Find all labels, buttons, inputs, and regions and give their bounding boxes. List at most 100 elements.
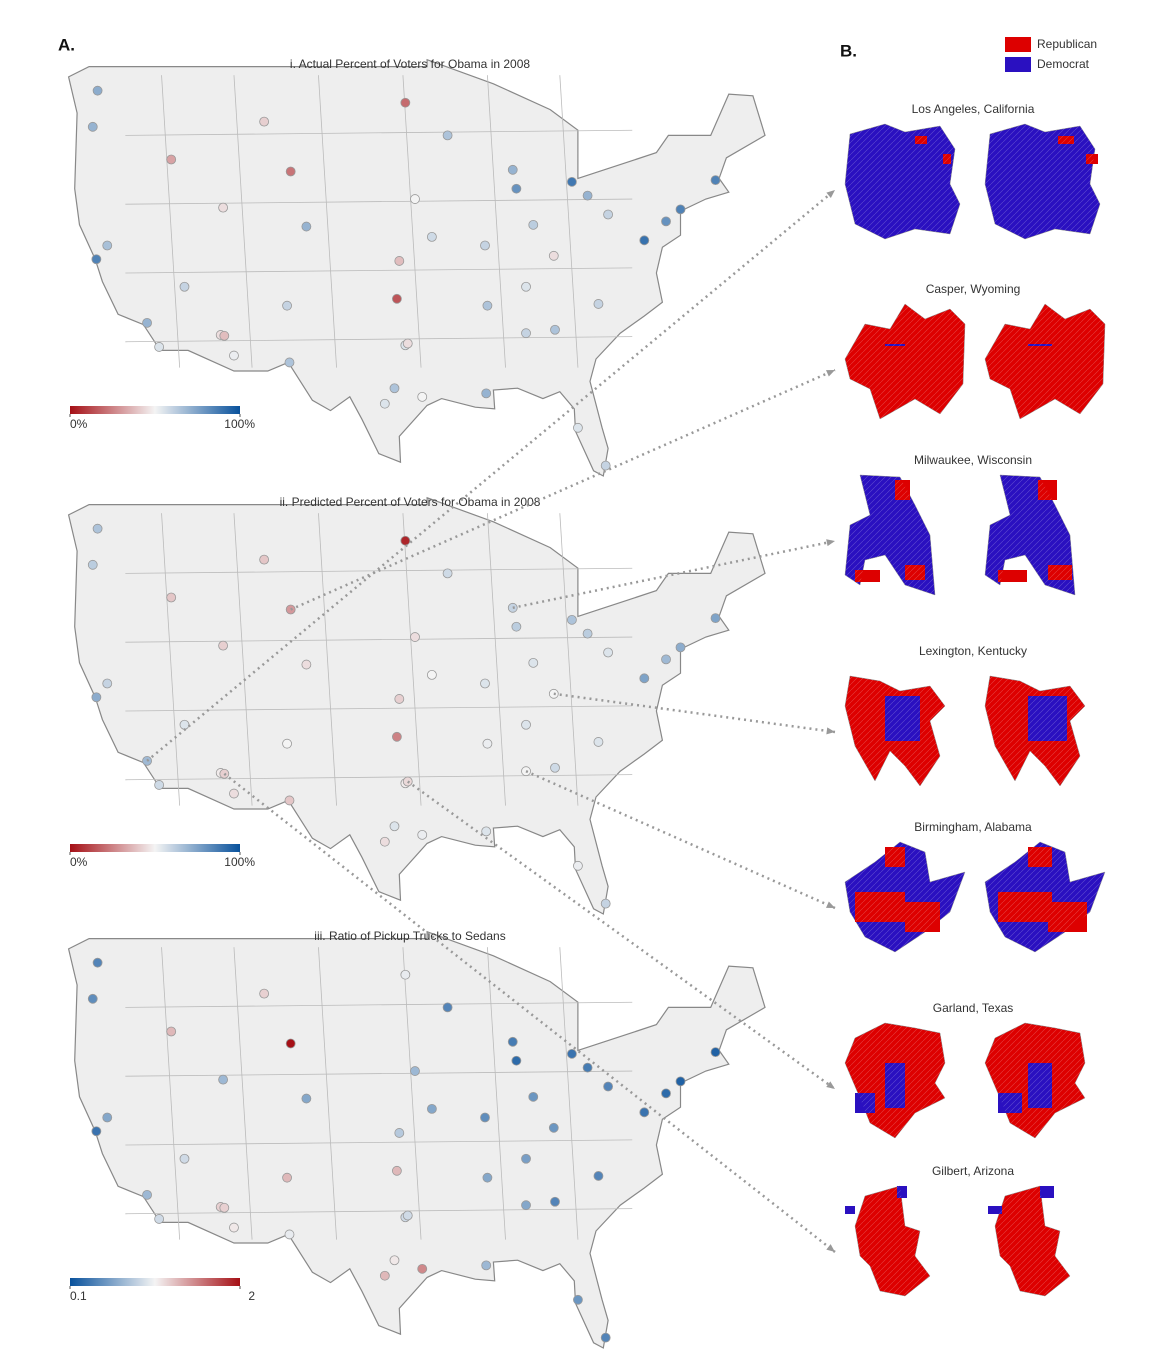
panel-label: A. bbox=[58, 35, 75, 54]
city-dot bbox=[639, 1107, 650, 1118]
precinct-lines bbox=[985, 676, 1085, 786]
precinct-lines bbox=[845, 676, 945, 786]
city-dot bbox=[91, 254, 102, 265]
precinct-lines bbox=[985, 1023, 1085, 1138]
state-border bbox=[125, 636, 633, 643]
city-title: Garland, Texas bbox=[933, 1001, 1014, 1015]
city-dot bbox=[219, 330, 230, 341]
colorbar-label: 0% bbox=[70, 855, 88, 869]
legend-label: Republican bbox=[1037, 37, 1097, 51]
city-dot bbox=[285, 166, 296, 177]
city-title: Los Angeles, California bbox=[912, 102, 1035, 116]
city-dot bbox=[710, 175, 721, 186]
precinct-map bbox=[984, 474, 1076, 596]
city-dot bbox=[566, 614, 577, 625]
city-dot bbox=[92, 957, 103, 968]
city-dot bbox=[603, 1081, 614, 1092]
colorbar-label: 0% bbox=[70, 417, 88, 431]
city-dot bbox=[379, 398, 390, 409]
city-dot bbox=[142, 317, 152, 328]
city-dot bbox=[166, 592, 177, 603]
city-dot bbox=[566, 1048, 577, 1059]
city-dot bbox=[179, 1153, 190, 1164]
colorbar bbox=[70, 1278, 240, 1286]
city-dot bbox=[92, 523, 103, 534]
precinct-map bbox=[844, 841, 966, 953]
city-dot bbox=[391, 1165, 402, 1176]
city-dot bbox=[389, 821, 400, 832]
city-dot bbox=[389, 1255, 400, 1266]
state-border bbox=[487, 513, 506, 806]
precinct-map bbox=[844, 474, 936, 596]
city-dot bbox=[639, 235, 650, 246]
city-title: Milwaukee, Wisconsin bbox=[914, 453, 1032, 467]
city-dot bbox=[593, 1171, 604, 1181]
arrow-head bbox=[826, 1081, 835, 1089]
city-dot bbox=[417, 1263, 428, 1274]
city-dot bbox=[219, 1202, 230, 1213]
precinct-map bbox=[844, 123, 961, 240]
city-title: Birmingham, Alabama bbox=[914, 820, 1032, 834]
city-dot bbox=[102, 678, 113, 689]
city-dot bbox=[442, 130, 453, 141]
city-dot bbox=[391, 731, 402, 742]
city-dot bbox=[400, 535, 411, 546]
legend-swatch bbox=[1005, 57, 1031, 72]
state-border bbox=[233, 513, 253, 806]
city-dot bbox=[573, 422, 583, 433]
precinct-patch bbox=[988, 1206, 1002, 1214]
city-dot bbox=[661, 1088, 671, 1099]
city-dot bbox=[603, 209, 614, 220]
state-border bbox=[402, 75, 422, 368]
precinct-map bbox=[845, 1185, 931, 1297]
city-dot bbox=[87, 993, 98, 1004]
city-dot bbox=[91, 692, 102, 703]
city-dot bbox=[710, 1047, 721, 1058]
arrow-head bbox=[826, 901, 835, 908]
precinct-map bbox=[984, 1022, 1086, 1139]
city-dot bbox=[550, 762, 560, 773]
precinct-map bbox=[988, 1185, 1071, 1297]
city-dot bbox=[442, 568, 453, 579]
city-dot bbox=[285, 1038, 296, 1049]
city-dot bbox=[582, 190, 593, 201]
city-dot bbox=[391, 293, 402, 304]
city-dot bbox=[600, 460, 611, 471]
city-dot bbox=[528, 657, 539, 668]
map-title: i. Actual Percent of Voters for Obama in… bbox=[290, 57, 530, 71]
city-title: Gilbert, Arizona bbox=[932, 1164, 1014, 1178]
state-border bbox=[125, 267, 633, 274]
city-dot bbox=[481, 388, 492, 399]
city-dot bbox=[550, 324, 560, 335]
precinct-patch bbox=[897, 1186, 907, 1198]
city-dot bbox=[87, 121, 98, 132]
city-dot bbox=[521, 281, 531, 292]
colorbar bbox=[70, 406, 240, 414]
city-dot bbox=[179, 281, 190, 292]
arrow-head bbox=[826, 370, 835, 377]
city-dot bbox=[482, 1172, 493, 1183]
colorbar-label: 2 bbox=[248, 1289, 255, 1303]
city-dot bbox=[402, 1210, 413, 1221]
state-border bbox=[125, 1001, 633, 1008]
state-border bbox=[233, 947, 253, 1240]
city-dot bbox=[675, 204, 686, 215]
precinct-patch bbox=[1040, 1186, 1054, 1198]
city-dot bbox=[521, 328, 531, 339]
state-border bbox=[125, 1070, 633, 1077]
city-dot bbox=[166, 1026, 177, 1037]
us-outline bbox=[67, 496, 766, 915]
city-dot bbox=[426, 1103, 437, 1114]
city-dot bbox=[507, 164, 518, 175]
state-border bbox=[125, 705, 633, 712]
precinct-map bbox=[844, 1022, 946, 1139]
city-dot bbox=[593, 299, 604, 309]
city-dot bbox=[600, 1332, 611, 1343]
city-dot bbox=[166, 154, 177, 165]
city-dot bbox=[548, 250, 559, 261]
arrow-head bbox=[826, 1244, 835, 1252]
city-dot bbox=[301, 221, 312, 232]
precinct-lines bbox=[855, 1186, 930, 1296]
city-dot bbox=[521, 1153, 531, 1164]
city-dot bbox=[394, 694, 405, 704]
